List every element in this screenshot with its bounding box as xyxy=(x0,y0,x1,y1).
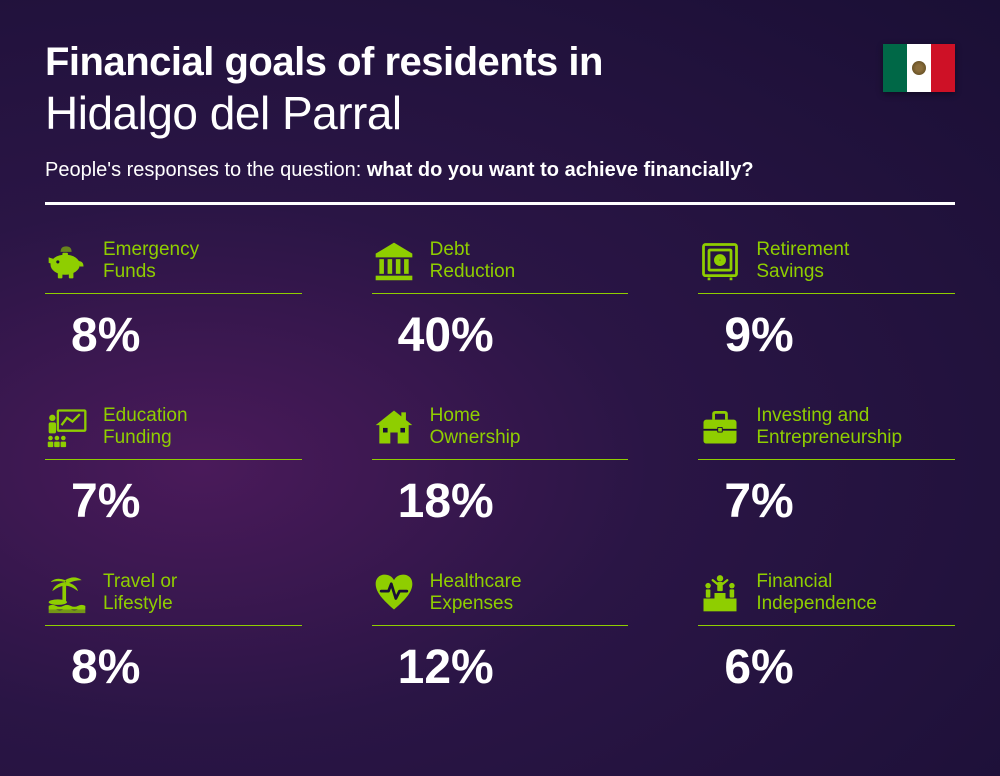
piggy-bank-icon xyxy=(45,239,89,283)
card-home-ownership: HomeOwnership 18% xyxy=(372,405,629,529)
card-investing: Investing andEntrepreneurship 7% xyxy=(698,405,955,529)
card-value: 9% xyxy=(724,308,955,363)
card-head: DebtReduction xyxy=(372,239,629,294)
card-label: Investing andEntrepreneurship xyxy=(756,405,902,449)
card-value: 40% xyxy=(398,308,629,363)
subtitle: People's responses to the question: what… xyxy=(45,159,955,182)
card-head: EducationFunding xyxy=(45,405,302,460)
divider xyxy=(45,202,955,205)
card-head: HomeOwnership xyxy=(372,405,629,460)
presentation-icon xyxy=(45,405,89,449)
house-icon xyxy=(372,405,416,449)
header: Financial goals of residents in Hidalgo … xyxy=(45,40,955,182)
card-financial-independence: FinancialIndependence 6% xyxy=(698,571,955,695)
card-head: RetirementSavings xyxy=(698,239,955,294)
card-head: HealthcareExpenses xyxy=(372,571,629,626)
card-label: HealthcareExpenses xyxy=(430,571,522,615)
card-value: 8% xyxy=(71,308,302,363)
card-emergency-funds: EmergencyFunds 8% xyxy=(45,239,302,363)
subtitle-prefix: People's responses to the question: xyxy=(45,159,367,181)
bank-icon xyxy=(372,239,416,283)
safe-icon xyxy=(698,239,742,283)
card-value: 7% xyxy=(724,474,955,529)
card-value: 7% xyxy=(71,474,302,529)
card-label: EmergencyFunds xyxy=(103,239,199,283)
card-travel-lifestyle: Travel orLifestyle 8% xyxy=(45,571,302,695)
card-healthcare: HealthcareExpenses 12% xyxy=(372,571,629,695)
flag-stripe-red xyxy=(931,44,955,92)
card-label: RetirementSavings xyxy=(756,239,849,283)
card-value: 8% xyxy=(71,640,302,695)
podium-icon xyxy=(698,571,742,615)
flag-stripe-green xyxy=(883,44,907,92)
card-label: DebtReduction xyxy=(430,239,516,283)
card-retirement-savings: RetirementSavings 9% xyxy=(698,239,955,363)
card-label: FinancialIndependence xyxy=(756,571,876,615)
title-line1: Financial goals of residents in xyxy=(45,40,955,84)
briefcase-icon xyxy=(698,405,742,449)
card-value: 12% xyxy=(398,640,629,695)
card-education-funding: EducationFunding 7% xyxy=(45,405,302,529)
palm-tree-icon xyxy=(45,571,89,615)
heart-pulse-icon xyxy=(372,571,416,615)
card-label: EducationFunding xyxy=(103,405,188,449)
flag-emblem xyxy=(912,61,926,75)
card-head: Travel orLifestyle xyxy=(45,571,302,626)
stats-grid: EmergencyFunds 8% DebtReduction 40% Reti… xyxy=(45,239,955,695)
subtitle-bold: what do you want to achieve financially? xyxy=(367,159,754,181)
flag-stripe-white xyxy=(907,44,931,92)
card-value: 18% xyxy=(398,474,629,529)
card-value: 6% xyxy=(724,640,955,695)
card-label: HomeOwnership xyxy=(430,405,521,449)
card-head: Investing andEntrepreneurship xyxy=(698,405,955,460)
title-line2: Hidalgo del Parral xyxy=(45,86,955,141)
mexico-flag-icon xyxy=(883,44,955,92)
card-head: EmergencyFunds xyxy=(45,239,302,294)
card-debt-reduction: DebtReduction 40% xyxy=(372,239,629,363)
card-label: Travel orLifestyle xyxy=(103,571,177,615)
card-head: FinancialIndependence xyxy=(698,571,955,626)
